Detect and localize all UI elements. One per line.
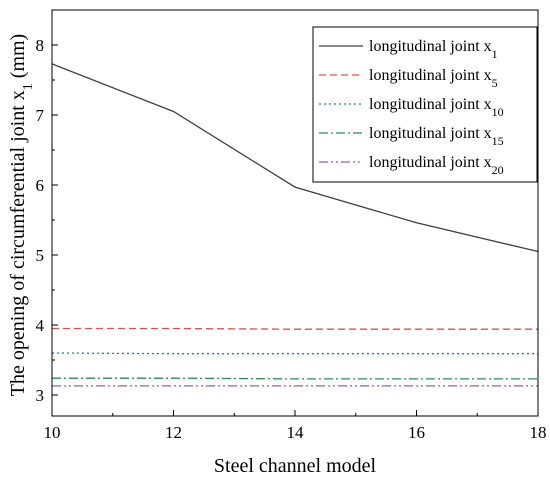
x-tick-label: 10 [44, 423, 61, 442]
series-line-4 [52, 377, 538, 380]
y-tick-label: 7 [36, 106, 45, 125]
y-axis-title-main: The opening of circumferential joint x [7, 90, 29, 396]
legend-label-subscript: 5 [492, 76, 498, 90]
legend-label-subscript: 10 [492, 105, 504, 119]
x-axis: 10 12 14 16 18 [44, 410, 547, 442]
y-tick-label: 3 [36, 386, 45, 405]
legend-label-text: longitudinal joint x [369, 67, 492, 84]
y-tick-label: 5 [36, 246, 45, 265]
series-line-1 [51, 63, 539, 253]
y-axis: 3 4 5 6 7 8 [36, 36, 58, 405]
y-axis-title-subscript: 1 [21, 83, 36, 90]
y-axis-title: The opening of circumferential joint x1 … [7, 34, 36, 396]
legend-label-2: longitudinal joint x5 [369, 67, 498, 90]
x-tick-label: 12 [165, 423, 182, 442]
series-line-2 [52, 327, 538, 330]
legend-label-subscript: 20 [492, 163, 504, 177]
legend-label-4: longitudinal joint x15 [369, 125, 504, 148]
legend-label-text: longitudinal joint x [369, 96, 492, 113]
legend-label-subscript: 1 [492, 47, 498, 61]
x-axis-title: Steel channel model [214, 455, 377, 477]
legend-label-text: longitudinal joint x [369, 154, 492, 171]
legend-label-text: longitudinal joint x [369, 38, 492, 55]
legend-label-text: longitudinal joint x [369, 125, 492, 142]
y-tick-label: 4 [36, 316, 45, 335]
y-tick-label: 8 [36, 36, 45, 55]
legend-label-subscript: 15 [492, 134, 504, 148]
legend-label-1: longitudinal joint x1 [369, 38, 498, 61]
x-tick-label: 18 [530, 423, 547, 442]
legend-label-3: longitudinal joint x10 [369, 96, 504, 119]
series-layer [51, 63, 539, 387]
x-tick-label: 16 [408, 423, 425, 442]
legend-label-5: longitudinal joint x20 [369, 154, 504, 177]
x-tick-label: 14 [287, 423, 305, 442]
y-tick-label: 6 [36, 176, 45, 195]
y-axis-title-unit: (mm) [7, 34, 29, 83]
series-line-3 [51, 352, 538, 355]
